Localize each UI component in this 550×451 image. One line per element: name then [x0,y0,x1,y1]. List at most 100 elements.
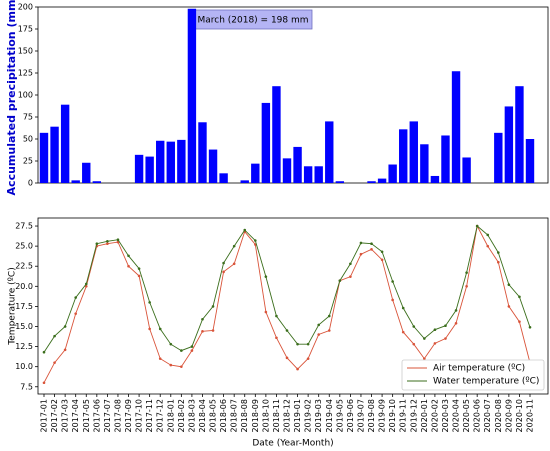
bar [71,180,80,183]
annotation: March (2018) = 198 mm [197,16,308,26]
x-tick-label: 2017-12 [156,399,165,432]
point [116,240,120,244]
point [317,323,320,327]
bar [156,140,165,183]
x-tick-label: 2018-05 [209,399,218,432]
point [84,285,88,288]
point [137,274,141,278]
bottom-axes [37,217,549,395]
top-axes [37,6,549,184]
x-tick-label: 2020-11 [526,399,535,432]
point [106,242,109,246]
bar [451,71,461,183]
bar [377,178,387,183]
y-tick-label: 50 [23,135,33,144]
point [391,280,394,283]
bar [504,106,514,183]
point [127,264,130,268]
y-tick-label: 27.5 [15,222,33,231]
x-tick-label: 2020-06 [473,399,482,432]
point [306,342,310,346]
legend-label: Air temperature (ºC) [433,364,525,374]
bar [208,149,218,183]
bar [240,180,249,183]
bar [82,162,91,183]
x-tick-label: 2018-11 [272,399,281,432]
point [391,298,394,302]
bar [441,135,450,183]
line [43,224,531,383]
y-tick-label: 75 [23,113,33,122]
point [106,240,109,243]
bar [219,173,228,183]
bar [525,139,535,183]
point [465,271,468,274]
point [370,248,373,251]
point [254,239,257,242]
line [43,225,531,353]
point [285,329,289,332]
x-tick-label: 2017-09 [124,399,133,432]
x-tick-label: 2019-04 [325,399,334,432]
point [180,365,183,368]
point [201,317,204,321]
point [158,357,162,360]
x-tick-label: 2020-07 [483,399,492,432]
point [412,342,416,346]
point [507,305,511,308]
bar [39,132,49,183]
y-tick-label: 17.5 [15,302,33,311]
point [275,336,278,340]
bar [187,8,197,184]
x-tick-label: 2017-06 [92,399,101,432]
point [528,325,532,329]
y-tick-label: 200 [18,3,33,12]
point [232,262,236,266]
bar [198,122,207,183]
y-tick-label: 20.0 [15,282,33,291]
y-tick-label: 10.0 [15,362,33,371]
point [465,285,468,288]
point [222,270,225,274]
point [190,345,194,348]
x-tick-label: 2018-01 [166,399,175,432]
x-tick-label: 2019-12 [409,399,418,432]
legend-label: Water temperature (ºC) [433,377,539,387]
x-tick-label: 2018-04 [198,399,207,432]
point [401,330,405,334]
bar [430,175,440,183]
point [127,254,130,258]
point [243,228,247,232]
bar [272,86,281,183]
point [158,327,162,331]
point [475,224,479,228]
point [63,325,67,328]
point [423,337,426,340]
point [42,350,46,354]
x-tick-label: 2018-08 [240,399,249,432]
point [306,357,310,360]
y-axis-label: Accumulated precipitation (mm) [5,0,18,195]
point [349,262,352,266]
bar [494,132,503,183]
point [317,333,320,336]
x-tick-label: 2019-05 [335,399,344,432]
point [497,260,500,264]
point [327,314,331,318]
point [264,310,268,314]
bar [335,181,345,183]
y-axis-label: Temperature (ºC) [8,267,18,345]
point [338,279,342,282]
x-tick-label: 2018-03 [187,399,196,432]
point [518,320,521,323]
y-tick-label: 7.5 [20,382,33,391]
point [486,233,490,237]
bar [409,121,418,183]
bar [388,164,397,183]
bar [251,163,260,183]
x-tick-label: 2018-06 [219,399,228,432]
x-tick-label: 2017-02 [50,399,59,432]
point [497,251,500,254]
bar [314,166,323,183]
point [423,357,426,360]
